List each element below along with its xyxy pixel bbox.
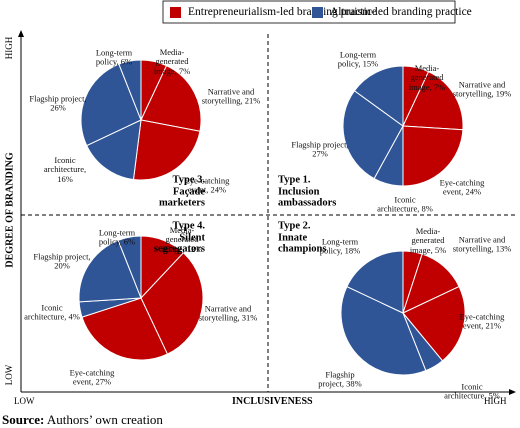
legend-swatch <box>170 6 181 18</box>
slice-label: Eye-catching event, 24% <box>184 175 230 195</box>
slice-label: Flagship project, 20% <box>33 251 91 271</box>
pie-slice <box>346 250 404 314</box>
source-label: Source: <box>2 412 45 427</box>
pie-slice <box>353 65 404 127</box>
slice-label: Long-term policy, 18% <box>319 236 361 256</box>
pie-slice <box>118 59 142 121</box>
pie-slice <box>340 285 427 376</box>
pie-slice <box>402 125 464 187</box>
quadrant-title: Type 2. Innate champions <box>278 220 327 255</box>
slice-label: Flagship project, 26% <box>29 93 87 113</box>
y-high-label: HIGH <box>4 36 14 59</box>
pie-slice <box>402 285 466 362</box>
quadrant-title: Type 4. Silent segregators <box>153 220 205 255</box>
quadrant-title: Type 3. Façade marketers <box>158 174 205 209</box>
x-axis-label: INCLUSIVENESS <box>232 396 313 407</box>
slice-label: Long-term policy, 6% <box>98 227 136 247</box>
pie-slice <box>86 119 142 181</box>
pie-slice <box>132 119 201 181</box>
legend-swatch <box>312 6 323 18</box>
legend-item: Altruism-led branding practice <box>312 3 472 21</box>
pie-slice <box>140 65 202 132</box>
slice-label: Iconic architecture, 5% <box>444 381 500 401</box>
x-low-label: LOW <box>14 396 35 406</box>
x-arrow <box>509 389 516 395</box>
pie-slice <box>117 235 142 299</box>
y-axis-label: DEGREE OF BRANDING <box>4 152 15 267</box>
legend-label: Altruism-led branding practice <box>330 6 472 18</box>
slice-label: Flagship project, 38% <box>318 369 362 389</box>
legend-box <box>162 0 456 24</box>
source-text: Authors’ own creation <box>46 412 163 427</box>
slice-label: Eye-catching event, 24% <box>439 177 485 197</box>
slice-label: Media-generated image, 7% <box>153 46 191 76</box>
slice-label: Narrative and storytelling, 31% <box>198 303 258 323</box>
pie-slice <box>78 239 142 303</box>
quadrant-title: Type 1. Inclusion ambassadors <box>278 174 337 209</box>
legend-label: Entrepreneurialism-led branding practice <box>188 6 378 18</box>
slice-label: Eye-catching event, 21% <box>459 311 505 331</box>
slice-label: Narrative and storytelling, 19% <box>452 79 512 99</box>
source: Source: Authors’ own creation <box>2 412 163 428</box>
y-low-label: LOW <box>4 364 14 385</box>
slice-label: Media-generated image, 5% <box>409 225 447 255</box>
pie-slice <box>402 71 464 131</box>
legend-item: Entrepreneurialism-led branding practice <box>170 3 377 21</box>
slice-label: Media-generated image, 7% <box>408 62 446 92</box>
y-arrow <box>18 30 24 37</box>
slice-label: Narrative and storytelling, 21% <box>201 86 261 106</box>
slice-label: Iconic architecture, 4% <box>24 302 80 322</box>
slice-label: Flagship project, 27% <box>291 139 349 159</box>
pie-slice <box>140 252 204 355</box>
slice-label: Eye-catching event, 27% <box>69 367 115 387</box>
slice-label: Long-term policy, 6% <box>95 47 133 67</box>
slice-label: Narrative and storytelling, 13% <box>452 234 512 254</box>
pie-slice <box>81 297 169 361</box>
slice-label: Iconic architecture, 8% <box>377 194 433 214</box>
pie-slice <box>80 63 142 147</box>
slice-label: Media-generated image, 12% <box>161 224 203 254</box>
x-high-label: HIGH <box>484 396 507 406</box>
slice-label: Iconic architecture, 16% <box>43 154 87 184</box>
slice-label: Long-term policy, 15% <box>337 49 379 69</box>
pie-slice <box>342 90 404 180</box>
